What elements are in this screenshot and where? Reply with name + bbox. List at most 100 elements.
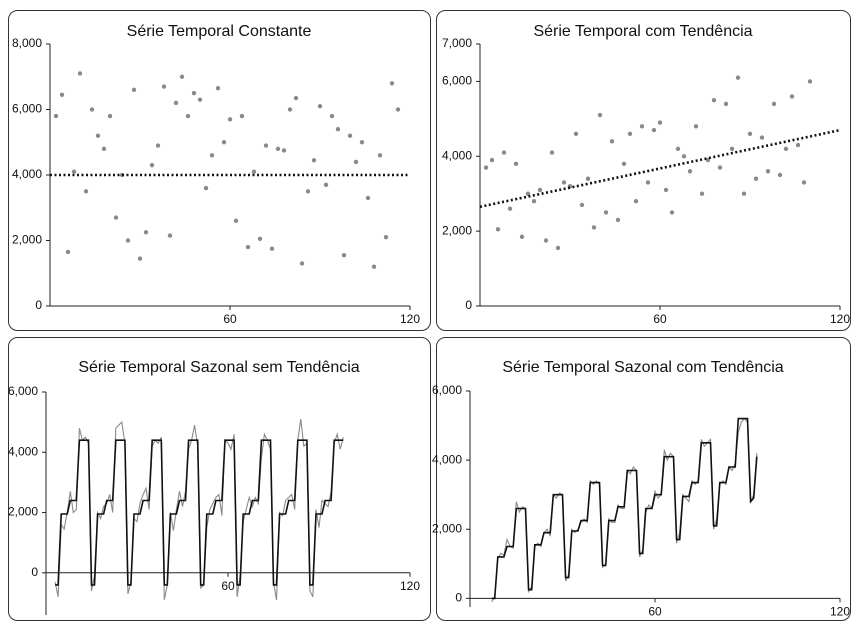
data-point [549, 150, 555, 155]
data-point [173, 100, 179, 106]
panel-frame [436, 337, 851, 621]
data-point [543, 238, 549, 243]
y-tick-label: 2,000 [442, 223, 472, 237]
data-point [699, 191, 705, 196]
panel-frame [8, 10, 431, 331]
data-point [717, 165, 723, 170]
data-point [125, 238, 131, 243]
data-point [269, 246, 275, 251]
chart-title: Série Temporal Sazonal com Tendência [502, 359, 783, 376]
data-point [615, 217, 621, 223]
data-point [149, 162, 155, 168]
data-point [657, 120, 663, 125]
data-point [489, 157, 495, 163]
y-tick-label: 6,000 [8, 384, 38, 398]
data-point [579, 202, 585, 208]
data-point [347, 133, 353, 138]
x-tick-label: 60 [653, 312, 667, 326]
data-point [729, 146, 735, 151]
data-point [281, 148, 287, 153]
data-point [383, 235, 389, 240]
x-tick-label: 60 [648, 605, 662, 619]
data-point [287, 107, 293, 112]
data-point [317, 104, 323, 109]
chart-title: Série Temporal com Tendência [533, 23, 752, 40]
data-point [239, 113, 245, 119]
data-point [555, 245, 561, 251]
data-point [795, 142, 801, 148]
data-point [675, 146, 681, 151]
data-point [77, 71, 83, 76]
y-tick-label: 0 [455, 591, 462, 605]
data-point [573, 131, 579, 137]
data-point [185, 113, 191, 119]
data-point [371, 264, 377, 269]
data-point [65, 249, 71, 255]
data-point [335, 126, 341, 132]
data-point [501, 150, 507, 155]
data-point [377, 153, 383, 158]
data-point [483, 165, 489, 170]
data-point [747, 131, 753, 137]
data-point [639, 124, 645, 129]
x-tick-label: 120 [830, 605, 850, 619]
data-point [101, 146, 107, 151]
data-point [537, 187, 543, 193]
data-point [233, 218, 239, 224]
data-point [801, 180, 807, 185]
data-point [627, 131, 633, 137]
x-tick-label: 60 [223, 312, 237, 326]
y-tick-label: 0 [31, 565, 38, 579]
y-tick-label: 4,000 [8, 444, 38, 458]
data-point [777, 172, 783, 178]
data-point [633, 199, 639, 204]
data-point [807, 79, 813, 84]
data-point [323, 182, 329, 188]
data-point [603, 210, 609, 215]
data-point [161, 84, 167, 89]
y-tick-label: 7,000 [442, 36, 472, 50]
data-point [759, 135, 765, 140]
data-point [513, 161, 519, 166]
y-tick-label: 0 [35, 298, 42, 312]
data-point [531, 199, 537, 204]
trend-line [479, 128, 841, 209]
data-point [227, 117, 233, 122]
data-point [221, 140, 227, 145]
data-point [113, 215, 119, 220]
data-point [299, 261, 305, 266]
chart-title: Série Temporal Sazonal sem Tendência [78, 359, 359, 376]
y-tick-label: 8,000 [12, 36, 42, 50]
series-line [491, 417, 758, 600]
data-point [389, 81, 395, 86]
data-point [663, 187, 669, 193]
data-point [597, 112, 603, 118]
data-point [395, 107, 401, 112]
x-tick-label: 60 [221, 579, 235, 593]
series-line [55, 439, 344, 586]
data-point [359, 140, 365, 145]
data-point [137, 256, 143, 261]
data-point [251, 169, 257, 174]
data-point [519, 234, 525, 239]
data-point [591, 225, 597, 230]
data-point [507, 206, 513, 211]
y-tick-label: 2,000 [8, 505, 38, 519]
data-point [651, 127, 657, 133]
data-point [525, 191, 531, 196]
panel-frame [436, 10, 851, 331]
data-point [305, 189, 311, 194]
data-point [365, 195, 371, 201]
chart-title: Série Temporal Constante [127, 23, 312, 40]
y-tick-label: 6,000 [12, 102, 42, 116]
data-point [215, 86, 221, 91]
data-point [155, 143, 161, 148]
data-point [341, 253, 347, 258]
y-tick-label: 4,000 [12, 167, 42, 181]
data-point [621, 161, 627, 166]
data-point [771, 101, 777, 107]
data-point [789, 94, 795, 99]
data-point [71, 169, 77, 174]
data-point [197, 97, 203, 102]
